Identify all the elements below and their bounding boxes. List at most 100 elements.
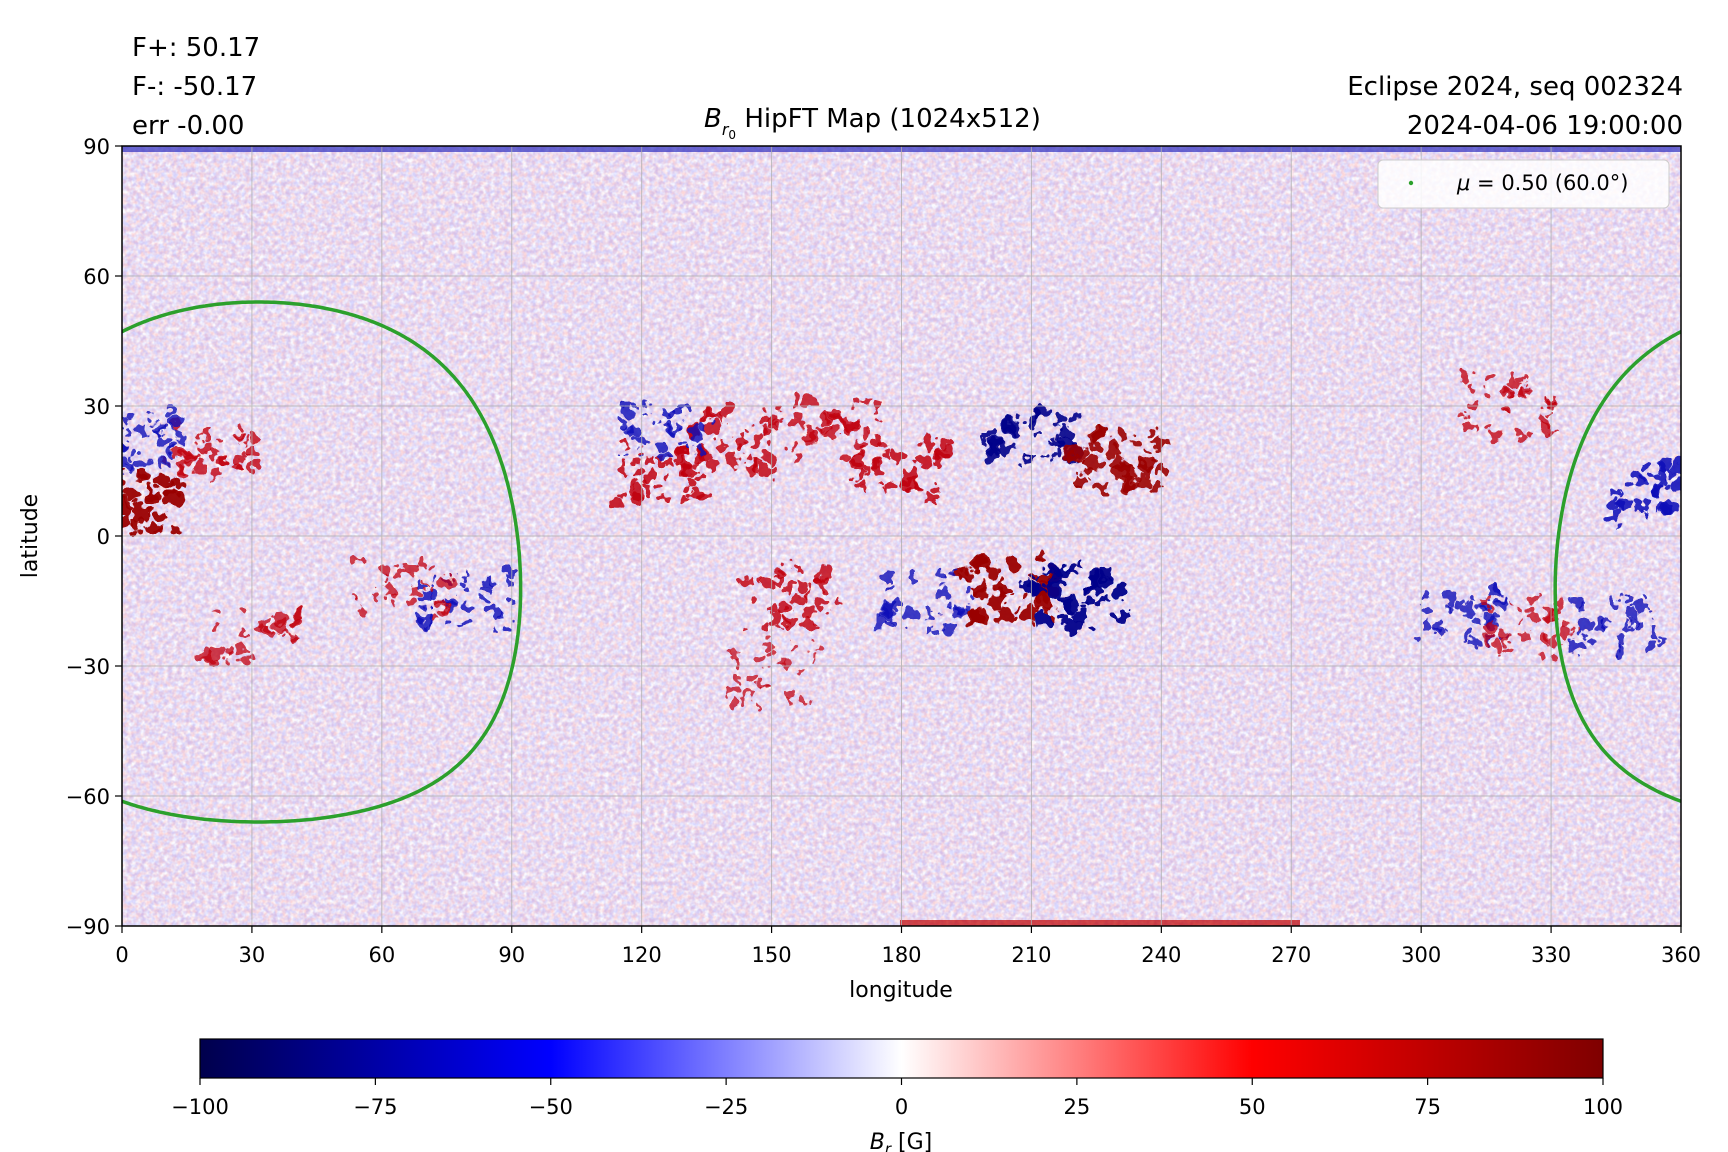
magnetic-region-spot bbox=[1487, 606, 1494, 614]
magnetic-region-spot bbox=[744, 463, 759, 477]
magnetic-region-spot bbox=[101, 431, 115, 445]
colorbar bbox=[199, 1038, 1604, 1079]
magnetic-region-spot bbox=[1633, 498, 1647, 512]
magnetic-region-spot bbox=[167, 447, 177, 456]
magnetic-region-spot bbox=[1092, 599, 1104, 610]
magnetic-region-spot bbox=[810, 655, 816, 660]
title-symbol: B bbox=[704, 104, 722, 134]
fplus-label: F+: 50.17 bbox=[132, 33, 261, 63]
magnetic-region-spot bbox=[1497, 600, 1506, 609]
magnetic-region-spot bbox=[744, 453, 752, 461]
magnetic-region-spot bbox=[966, 588, 975, 598]
magnetic-region-spot bbox=[723, 453, 738, 469]
magnetic-region-spot bbox=[620, 493, 627, 500]
magnetic-region-spot bbox=[863, 398, 869, 404]
magnetic-region-spot bbox=[379, 564, 391, 577]
magnetic-region-spot bbox=[234, 456, 244, 466]
magnetic-region-spot bbox=[243, 654, 254, 665]
magnetic-region-spot bbox=[1569, 594, 1584, 609]
magnetic-region-spot bbox=[1539, 632, 1551, 644]
magnetic-region-spot bbox=[1691, 519, 1696, 524]
magnetic-region-spot bbox=[226, 656, 232, 662]
magnetic-region-spot bbox=[213, 609, 221, 617]
magnetic-region-spot bbox=[678, 462, 693, 477]
magnetic-region-spot bbox=[1055, 412, 1067, 424]
magnetic-region-spot bbox=[355, 595, 362, 603]
magnetic-region-spot bbox=[767, 651, 773, 658]
y-tick-label: 30 bbox=[83, 395, 110, 419]
magnetic-region-spot bbox=[988, 592, 1007, 611]
legend-marker bbox=[1408, 180, 1414, 186]
magnetic-region-spot bbox=[748, 671, 760, 683]
magnetic-region-spot bbox=[766, 622, 775, 630]
colorbar-tick-label: 25 bbox=[1064, 1095, 1091, 1119]
magnetic-region-spot bbox=[699, 420, 710, 431]
magnetic-region-spot bbox=[167, 415, 182, 430]
magnetic-region-spot bbox=[753, 434, 766, 447]
magnetic-region-spot bbox=[1468, 638, 1479, 649]
magnetic-region-spot bbox=[1081, 596, 1094, 609]
magnetic-region-spot bbox=[396, 568, 407, 579]
magnetic-region-spot bbox=[918, 454, 934, 469]
magnetic-region-spot bbox=[130, 504, 148, 522]
magnetic-region-spot bbox=[245, 440, 250, 445]
magnetic-region-spot bbox=[428, 564, 436, 573]
magnetic-region-spot bbox=[889, 620, 895, 626]
magnetic-region-spot bbox=[985, 449, 1000, 464]
magnetic-region-spot bbox=[235, 643, 246, 654]
magnetic-region-spot bbox=[1647, 630, 1656, 640]
magnetic-region-spot bbox=[796, 452, 803, 459]
magnetic-region-spot bbox=[1048, 442, 1055, 449]
magnetic-region-spot bbox=[685, 477, 698, 490]
magnetic-region-spot bbox=[736, 430, 745, 440]
magnetic-region-spot bbox=[625, 427, 634, 437]
magnetic-region-spot bbox=[889, 598, 902, 611]
mu-contour-line bbox=[1553, 329, 1681, 804]
magnetic-region-spot bbox=[860, 464, 870, 474]
magnetic-region-spot bbox=[750, 596, 758, 604]
magnetic-region-spot bbox=[80, 509, 95, 524]
magnetic-region-spot bbox=[848, 421, 858, 431]
magnetic-region-spot bbox=[445, 621, 454, 630]
magnetic-region-spot bbox=[1529, 596, 1539, 607]
magnetic-region-spot bbox=[1114, 585, 1130, 600]
magnetic-region-spot bbox=[124, 487, 137, 500]
magnetic-region-spot bbox=[1044, 453, 1051, 459]
magnetic-region-spot bbox=[654, 439, 667, 452]
magnetic-region-spot bbox=[1663, 482, 1673, 492]
magnetic-region-spot bbox=[102, 458, 114, 470]
x-tick-label: 270 bbox=[1271, 943, 1311, 967]
magnetic-region-spot bbox=[388, 601, 396, 609]
magnetic-region-spot bbox=[1471, 615, 1481, 625]
colorbar-tick-label: 0 bbox=[895, 1095, 908, 1119]
magnetic-region-spot bbox=[1628, 609, 1637, 618]
magnetic-region-spot bbox=[109, 431, 120, 442]
magnetic-region-spot bbox=[1101, 596, 1110, 605]
magnetic-region-spot bbox=[1029, 412, 1041, 423]
magnetic-region-spot bbox=[1056, 427, 1062, 433]
magnetic-region-spot bbox=[728, 699, 740, 711]
magnetic-region-spot bbox=[1626, 623, 1633, 631]
magnetic-region-spot bbox=[619, 465, 629, 474]
magnetic-region-spot bbox=[945, 607, 951, 612]
magnetic-region-spot bbox=[1007, 555, 1023, 571]
magnetic-region-spot bbox=[1634, 600, 1647, 613]
magnetic-region-spot bbox=[643, 414, 649, 420]
magnetic-region-spot bbox=[167, 406, 176, 416]
magnetic-region-spot bbox=[155, 508, 167, 520]
magnetic-region-spot bbox=[1066, 619, 1081, 634]
magnetic-region-spot bbox=[877, 417, 883, 423]
magnetic-region-spot bbox=[226, 650, 232, 655]
magnetic-region-spot bbox=[508, 597, 517, 606]
magnetic-region-spot bbox=[1686, 490, 1695, 499]
magnetic-region-spot bbox=[443, 577, 455, 589]
magnetic-region-spot bbox=[802, 617, 814, 628]
magnetic-region-spot bbox=[1495, 652, 1503, 661]
title-text: HipFT Map (1024x512) bbox=[744, 104, 1041, 134]
magnetic-region-spot bbox=[491, 626, 498, 634]
magnetic-region-spot bbox=[771, 612, 783, 625]
magnetic-region-spot bbox=[973, 582, 987, 596]
magnetic-region-spot bbox=[619, 402, 634, 417]
magnetic-region-spot bbox=[456, 576, 467, 587]
magnetic-region-spot bbox=[1048, 562, 1063, 577]
